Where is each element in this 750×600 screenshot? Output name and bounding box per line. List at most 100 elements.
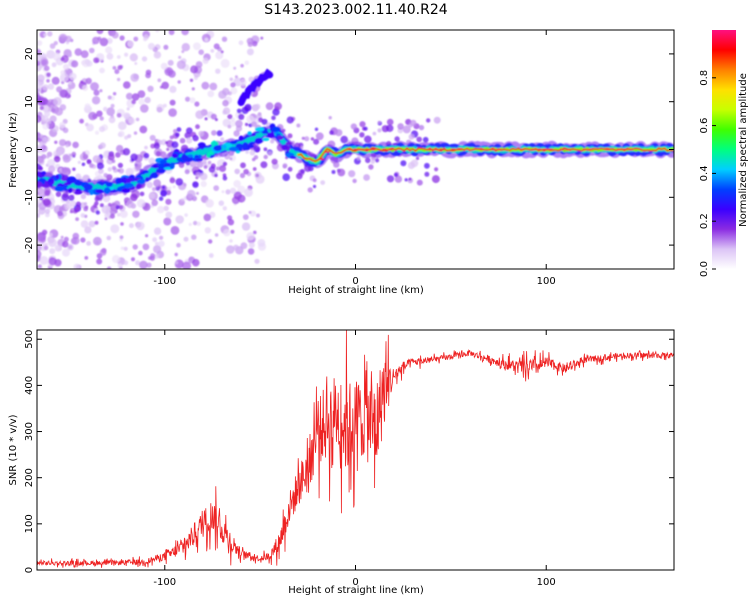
- heatmap-cell: [333, 161, 340, 168]
- heatmap-cell: [394, 175, 403, 183]
- heatmap-cell: [37, 213, 40, 218]
- heatmap-cell: [132, 210, 140, 218]
- heatmap-cell: [174, 252, 178, 257]
- heatmap-cell: [285, 141, 292, 146]
- heatmap-cell: [60, 57, 65, 62]
- heatmap-cell: [301, 136, 305, 140]
- heatmap-cell: [152, 164, 159, 169]
- heatmap-cell: [201, 81, 210, 90]
- heatmap-cell: [181, 43, 190, 52]
- heatmap-cell: [208, 253, 214, 258]
- heatmap-cell: [37, 165, 43, 171]
- heatmap-cell: [118, 121, 127, 130]
- heatmap-cell: [136, 178, 146, 185]
- heatmap-cell: [233, 244, 239, 251]
- heatmap-cell: [37, 181, 43, 188]
- heatmap-cell: [107, 153, 115, 161]
- heatmap-cell: [154, 51, 161, 58]
- heatmap-cell: [146, 181, 153, 189]
- heatmap-cell: [158, 240, 165, 247]
- heatmap-cell: [196, 191, 199, 195]
- heatmap-cell: [181, 50, 185, 54]
- heatmap-cell: [103, 173, 107, 177]
- heatmap-cell: [92, 36, 100, 45]
- heatmap-cell: [115, 152, 121, 158]
- heatmap-cell: [125, 177, 134, 182]
- snr-xlabel: Height of straight line (km): [288, 585, 424, 596]
- heatmap-cell: [363, 174, 370, 181]
- heatmap-cell: [348, 170, 356, 178]
- heatmap-cell: [165, 211, 173, 219]
- heatmap-cell: [99, 126, 105, 133]
- heatmap-cell: [386, 175, 395, 183]
- heatmap-cell: [424, 171, 430, 177]
- heatmap-cell: [154, 241, 159, 246]
- heatmap-cell: [47, 83, 55, 90]
- heatmap-cell: [110, 103, 115, 108]
- heatmap-cell: [99, 248, 107, 256]
- heatmap-cell: [208, 239, 213, 244]
- heatmap-cell: [214, 233, 219, 237]
- heatmap-cell: [99, 142, 106, 149]
- heatmap-cell: [130, 73, 139, 82]
- heatmap-cell: [320, 180, 326, 186]
- heatmap-cell: [42, 198, 51, 207]
- heatmap-cell: [57, 210, 63, 217]
- colorbar-gradient: [712, 30, 736, 269]
- heatmap-cell: [157, 78, 162, 83]
- heatmap-cell: [202, 57, 209, 64]
- heatmap-cell: [254, 258, 260, 264]
- heatmap-cell: [216, 130, 223, 137]
- heatmap-cell: [263, 147, 268, 152]
- heatmap-cell: [80, 213, 86, 218]
- heatmap-cell: [37, 138, 42, 143]
- heatmap-cell: [153, 245, 162, 254]
- heatmap-cell: [220, 50, 224, 54]
- heatmap-cell: [59, 139, 67, 147]
- heatmap-cell: [46, 72, 51, 78]
- heatmap-cell: [246, 232, 255, 241]
- heatmap-cell: [377, 120, 381, 124]
- heatmap-cell: [244, 60, 250, 66]
- heatmap-cell: [42, 115, 49, 123]
- heatmap-cell: [239, 172, 246, 179]
- heatmap-cell: [310, 137, 315, 141]
- heatmap-cell: [49, 43, 56, 49]
- heatmap-cell: [116, 55, 121, 59]
- heatmap-cell: [184, 169, 190, 175]
- heatmap-cell: [218, 200, 225, 206]
- heatmap-cell: [48, 232, 53, 237]
- heatmap-cell: [364, 135, 372, 144]
- heatmap-cell: [163, 217, 172, 226]
- heatmap-cell: [157, 205, 165, 214]
- heatmap-cell: [60, 235, 64, 239]
- heatmap-cell: [117, 168, 121, 173]
- heatmap-cell: [187, 154, 194, 158]
- heatmap-cell: [200, 180, 207, 188]
- heatmap-cell: [271, 158, 278, 165]
- heatmap-cell: [251, 157, 256, 162]
- heatmap-cell: [43, 65, 50, 72]
- heatmap-cell: [328, 116, 332, 120]
- heatmap-cell: [118, 205, 124, 210]
- heatmap-cell: [356, 156, 361, 161]
- heatmap-cell: [67, 176, 77, 182]
- heatmap-cell: [203, 213, 212, 222]
- snr-ytick-label: 400: [24, 376, 35, 395]
- heatmap-cell: [67, 53, 72, 58]
- heatmap-cell: [329, 130, 334, 135]
- heatmap-cell: [365, 157, 371, 164]
- heatmap-cell: [65, 144, 69, 148]
- snr-ytick-label: 100: [24, 514, 35, 533]
- heatmap-cell: [261, 118, 268, 125]
- heatmap-cell: [211, 140, 217, 147]
- heatmap-cell: [416, 136, 423, 143]
- heatmap-cell: [135, 260, 141, 266]
- snr-xtick-label: -100: [153, 577, 176, 588]
- heatmap-cell: [89, 163, 94, 169]
- heatmap-cell: [228, 146, 239, 152]
- heatmap-cell: [304, 136, 310, 142]
- heatmap-cell: [181, 153, 188, 161]
- heatmap-cell: [108, 116, 116, 124]
- heatmap-cell: [203, 165, 208, 169]
